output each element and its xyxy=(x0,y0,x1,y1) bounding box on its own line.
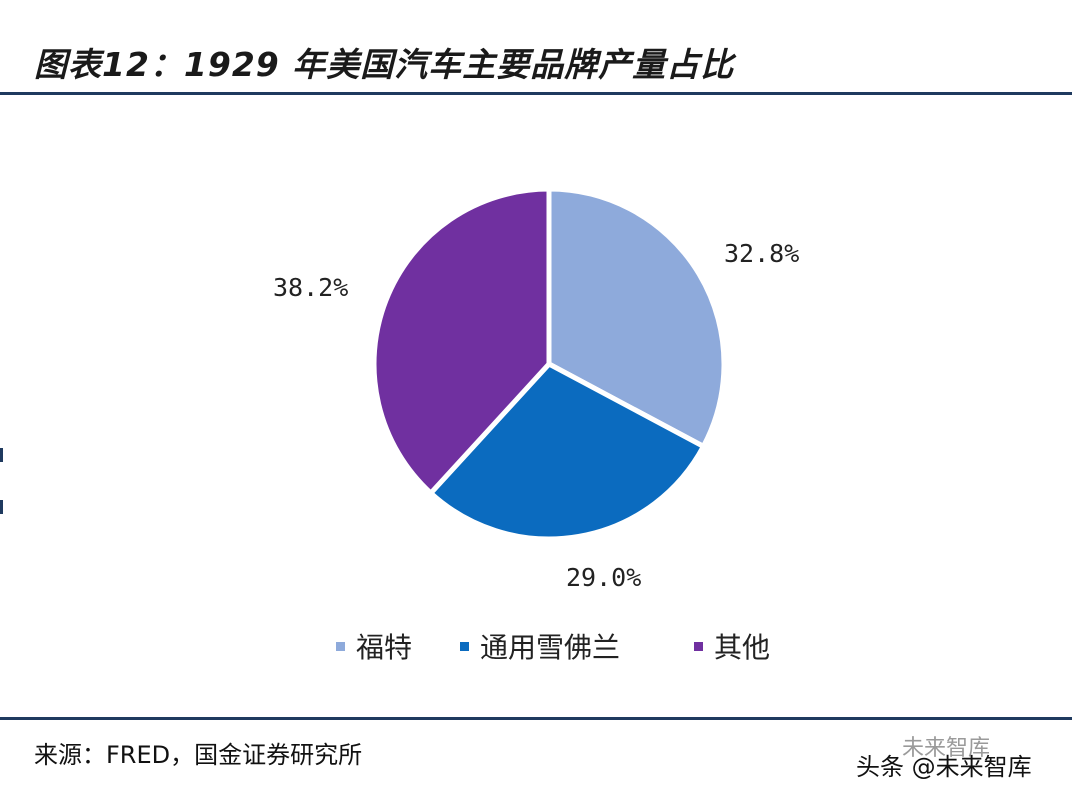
legend-marker-2 xyxy=(460,642,469,651)
pie-labels: 32.8% 29.0% 38.2% xyxy=(273,239,799,592)
legend-marker-1 xyxy=(336,642,345,651)
pie-slice-2 xyxy=(428,361,706,542)
chart-title: 图表12：1929 年美国汽车主要品牌产量占比 xyxy=(34,45,735,84)
legend-marker-3 xyxy=(694,642,703,651)
left-edge-mark xyxy=(0,448,3,462)
left-edge-mark xyxy=(0,500,3,514)
pie-slices xyxy=(371,186,727,542)
pie-data-label-2: 29.0% xyxy=(566,563,641,592)
pie-chart: 32.8% 29.0% 38.2% 福特 通用雪佛兰 其他 xyxy=(273,186,799,664)
legend-label-3: 其他 xyxy=(714,631,770,664)
pie-slice-1 xyxy=(546,186,727,449)
watermark: 头条 @未来智库 xyxy=(856,753,1032,781)
pie-slice-3 xyxy=(371,186,552,496)
source-note: 来源：FRED，国金证券研究所 xyxy=(34,741,363,769)
legend-label-1: 福特 xyxy=(356,631,412,664)
title-divider xyxy=(0,92,1072,95)
footer-divider xyxy=(0,717,1072,720)
chart-legend: 福特 通用雪佛兰 其他 xyxy=(336,631,770,664)
legend-label-2: 通用雪佛兰 xyxy=(480,631,620,664)
pie-data-label-3: 38.2% xyxy=(273,273,348,302)
pie-data-label-1: 32.8% xyxy=(724,239,799,268)
wechat-watermark: 未来智库 xyxy=(902,736,991,761)
